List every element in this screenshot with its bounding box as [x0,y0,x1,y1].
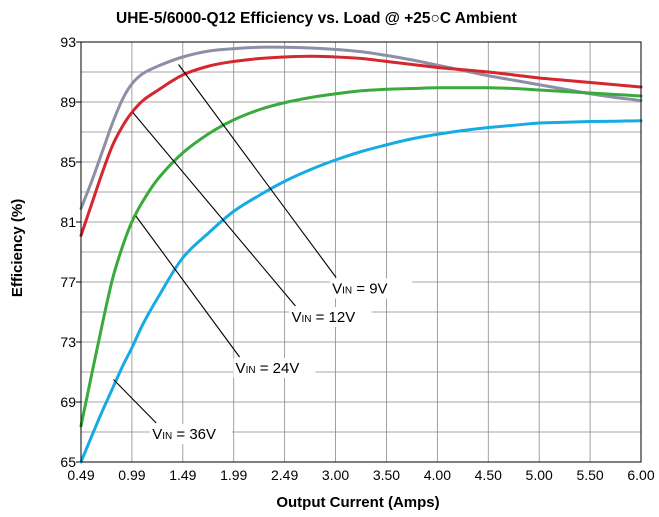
x-tick-label: 1.99 [220,467,247,483]
y-tick-labels: 65 69 73 77 81 85 89 93 [60,34,81,470]
plot-grid [81,42,641,462]
x-tick-label: 0.99 [118,467,145,483]
series-line-1 [81,56,641,235]
y-axis-title: Efficiency (%) [9,199,26,297]
vin-label: VIN = 24V [236,360,300,377]
x-tick-label: 5.00 [526,467,553,483]
vin-label: VIN = 36V [152,426,216,443]
vin-label: VIN = 9V [332,281,387,298]
x-tick-label: 3.50 [373,467,400,483]
y-tick-label: 85 [60,154,76,170]
series-line-2 [81,88,641,426]
x-tick-label: 4.00 [424,467,451,483]
x-tick-label: 6.00 [627,467,654,483]
x-tick-label: 3.00 [322,467,349,483]
x-tick-label: 2.49 [271,467,298,483]
x-tick-labels: 0.49 0.99 1.49 1.99 2.49 3.00 3.50 4.00 4.50 5.00… [67,467,654,483]
y-tick-label: 81 [60,214,76,230]
y-tick-label: 89 [60,94,76,110]
y-tick-label: 93 [60,34,76,50]
leader-line [136,216,240,357]
x-tick-label: 5.50 [576,467,603,483]
annotations: VIN = 9V VIN = 12V VIN = 24V VIN = 36V [114,65,413,445]
leader-line [133,113,296,307]
series-line-0 [81,47,641,208]
x-tick-label: 1.49 [169,467,196,483]
x-tick-label: 4.50 [475,467,502,483]
series-lines [81,47,641,462]
y-tick-label: 69 [60,394,76,410]
y-tick-label: 65 [60,454,76,470]
y-tick-label: 73 [60,334,76,350]
chart-title: UHE-5/6000-Q12 Efficiency vs. Load @ +25… [116,10,517,27]
vin-label: VIN = 12V [291,309,355,326]
x-axis-title: Output Current (Amps) [276,494,439,511]
leader-line [114,380,157,424]
y-tick-label: 77 [60,274,76,290]
